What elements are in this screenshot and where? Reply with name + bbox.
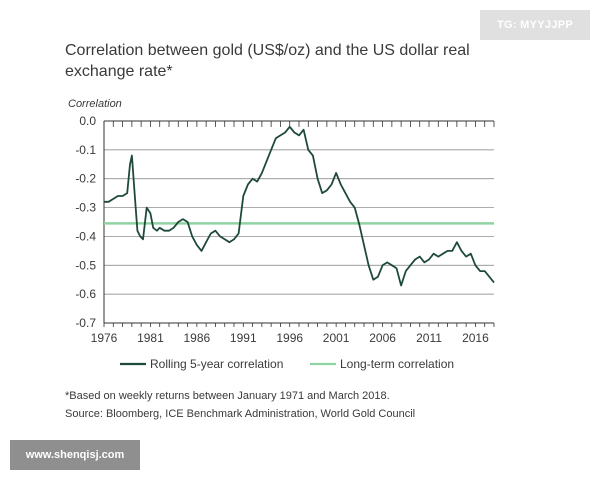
footnote: *Based on weekly returns between January… [65,390,390,402]
y-tick-label: -0.3 [75,201,96,215]
x-tick-label: 2006 [369,331,396,345]
y-tick-labels: 0.0 -0.1 -0.2 -0.3 -0.4 -0.5 -0.6 -0.7 [75,114,96,330]
rolling-correlation-line [104,125,495,287]
watermark-top: TG: MYYJJPP [480,10,590,40]
y-tick-label: -0.4 [75,229,96,243]
chart-title: Correlation between gold (US$/oz) and th… [65,42,470,80]
x-tick-label: 2016 [462,331,489,345]
y-axis-label: Correlation [68,98,122,110]
series-lines [104,125,495,287]
x-tick-labels: 1976 1981 1986 1991 1996 2001 2006 2011 2016 [91,331,489,345]
source-note: Source: Bloomberg, ICE Benchmark Adminis… [65,408,416,420]
y-tick-label: 0.0 [79,114,96,128]
watermark-bottom: www.shenqisj.com [10,440,140,470]
x-tick-label: 2001 [323,331,350,345]
y-tick-label: -0.5 [75,258,96,272]
x-tick-label: 2011 [416,331,442,345]
y-tick-label: -0.7 [75,316,96,330]
x-tick-label: 1986 [184,331,211,345]
x-tick-label: 1976 [91,331,118,345]
legend-rolling-label: Rolling 5-year correlation [150,357,283,371]
x-tick-label: 1991 [230,331,257,345]
axes [103,120,495,327]
x-tick-label: 1981 [137,331,164,345]
legend-long-term-label: Long-term correlation [340,357,454,371]
y-tick-label: -0.2 [75,172,96,186]
gridlines [104,149,494,295]
legend: Rolling 5-year correlation Long-term corr… [120,357,454,371]
y-tick-label: -0.1 [75,143,96,157]
y-tick-label: -0.6 [75,287,96,301]
x-tick-label: 1996 [276,331,303,345]
